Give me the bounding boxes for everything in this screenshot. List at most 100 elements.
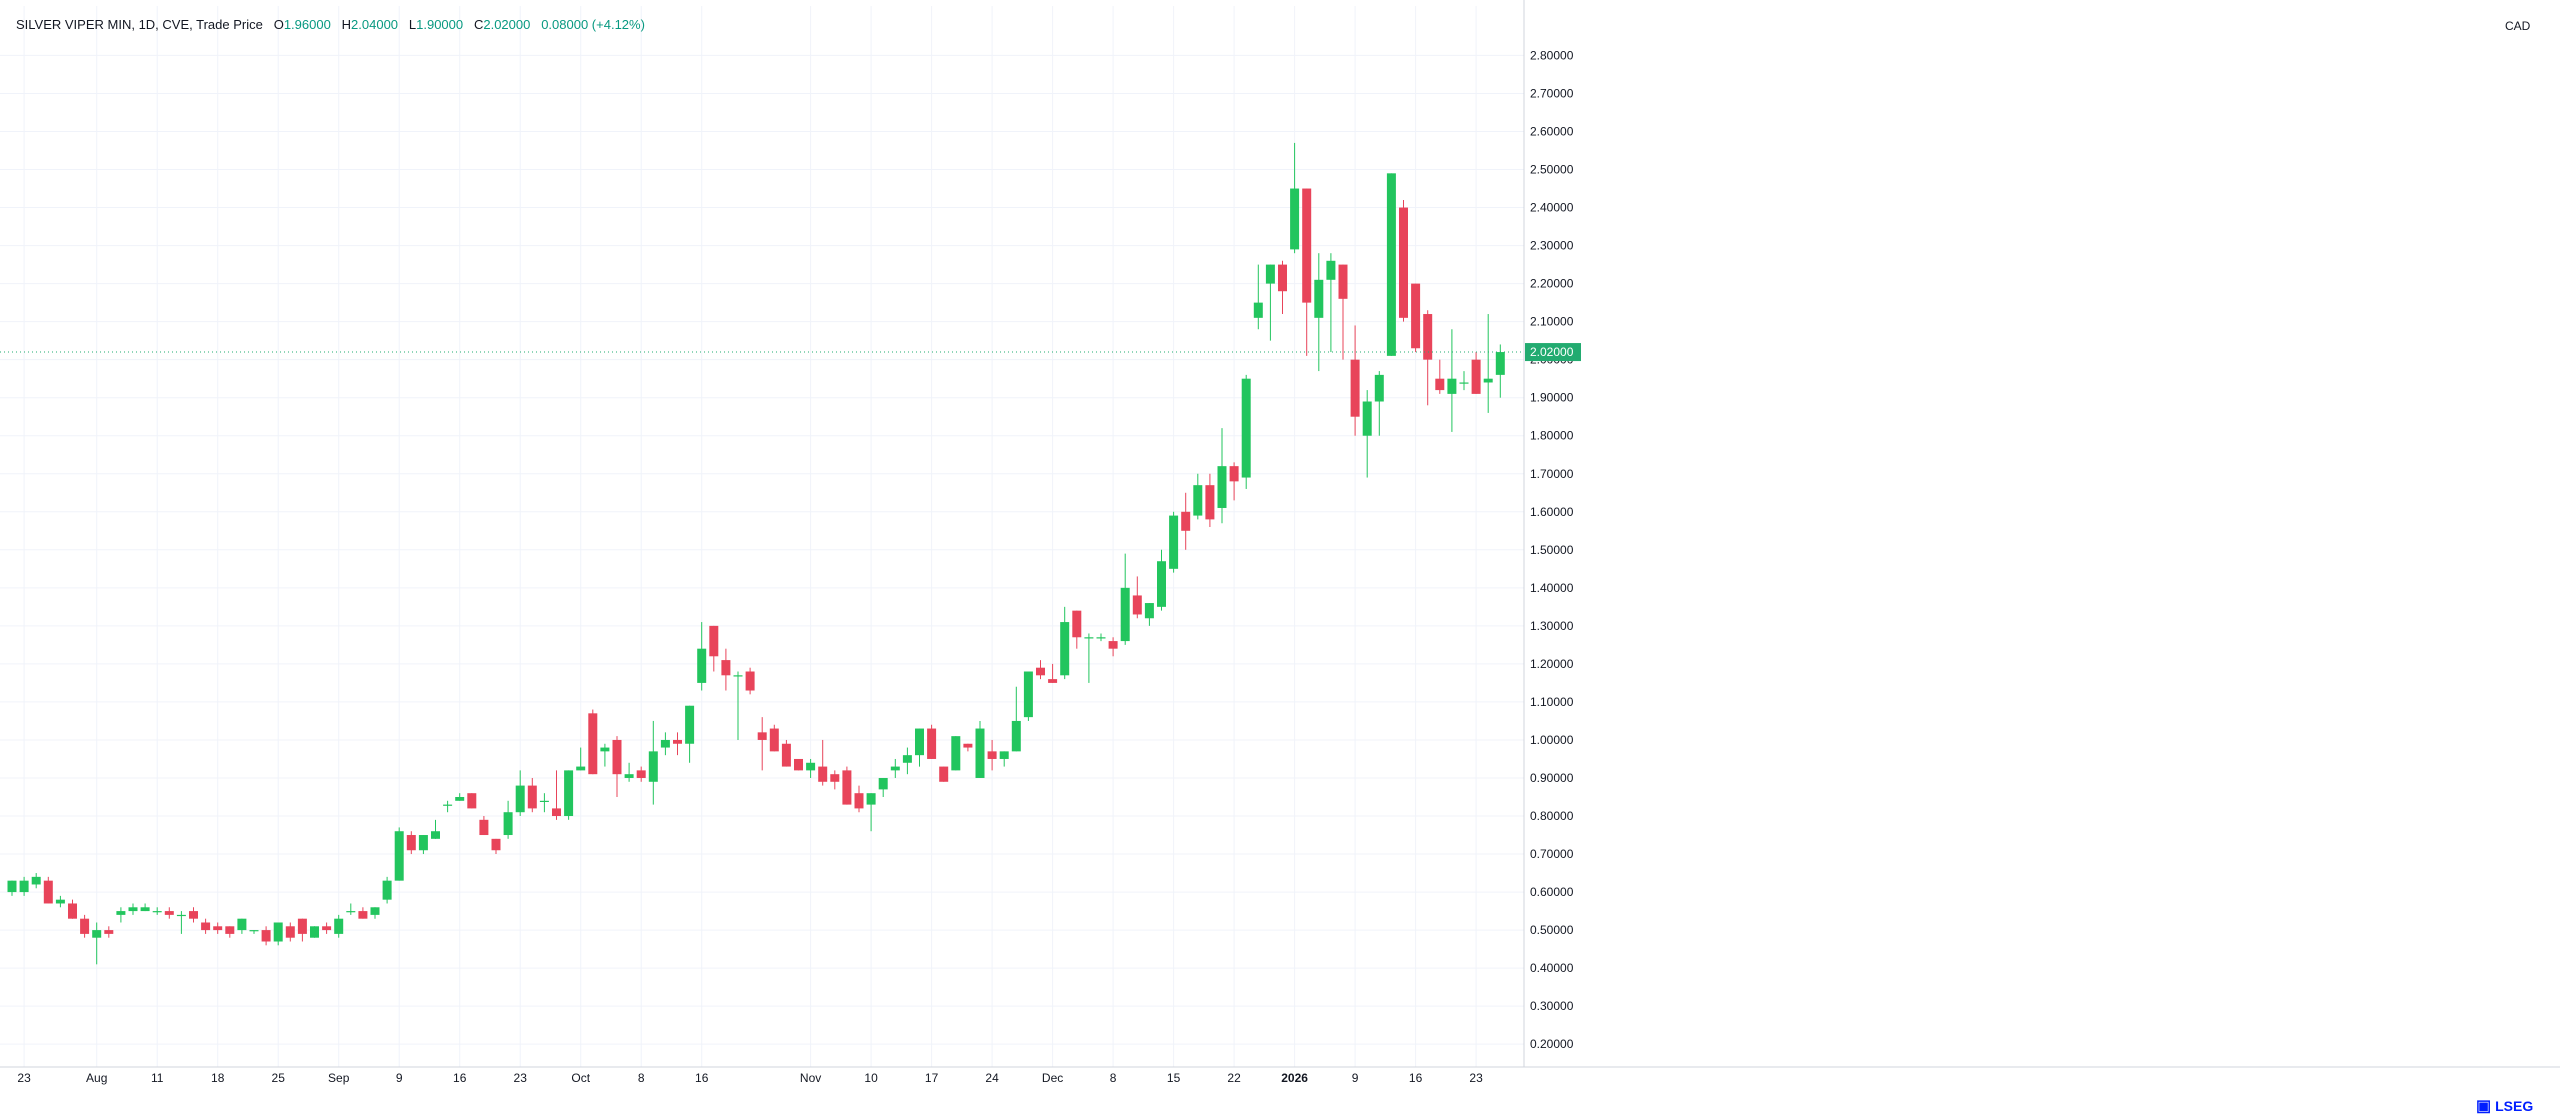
candle[interactable] bbox=[576, 747, 586, 771]
candle[interactable] bbox=[890, 758, 900, 778]
candle[interactable] bbox=[612, 736, 622, 797]
candle[interactable] bbox=[1120, 553, 1130, 645]
candle[interactable] bbox=[176, 911, 186, 934]
candle[interactable] bbox=[55, 895, 65, 908]
candle[interactable] bbox=[285, 922, 295, 942]
candle[interactable] bbox=[503, 800, 513, 839]
candle[interactable] bbox=[685, 705, 695, 763]
candle[interactable] bbox=[987, 739, 997, 771]
candle[interactable] bbox=[1217, 428, 1227, 524]
candle[interactable] bbox=[1399, 199, 1408, 322]
candle[interactable] bbox=[1169, 511, 1179, 573]
candle[interactable] bbox=[322, 922, 332, 934]
candle[interactable] bbox=[358, 907, 368, 919]
candle[interactable] bbox=[1350, 325, 1360, 436]
candle[interactable] bbox=[418, 835, 428, 855]
candle[interactable] bbox=[624, 762, 634, 782]
candle[interactable] bbox=[164, 907, 174, 919]
candle[interactable] bbox=[806, 758, 816, 778]
candle[interactable] bbox=[1326, 253, 1336, 353]
candle[interactable] bbox=[1483, 314, 1493, 413]
candle[interactable] bbox=[104, 926, 114, 938]
candle[interactable] bbox=[431, 819, 440, 839]
candle[interactable] bbox=[1423, 310, 1433, 406]
candle[interactable] bbox=[19, 876, 29, 896]
candle[interactable] bbox=[225, 926, 235, 938]
candle[interactable] bbox=[1290, 142, 1300, 254]
candle[interactable] bbox=[1144, 603, 1154, 626]
candle[interactable] bbox=[1386, 173, 1396, 356]
candle[interactable] bbox=[1278, 260, 1287, 315]
candle[interactable] bbox=[1181, 492, 1191, 550]
candle[interactable] bbox=[346, 903, 356, 915]
candle[interactable] bbox=[382, 876, 392, 904]
candle[interactable] bbox=[660, 732, 670, 756]
candle[interactable] bbox=[455, 793, 465, 801]
candle[interactable] bbox=[1362, 390, 1372, 478]
candle[interactable] bbox=[673, 732, 682, 756]
candle[interactable] bbox=[201, 918, 211, 934]
candle[interactable] bbox=[140, 903, 150, 912]
candle[interactable] bbox=[443, 800, 453, 813]
candle[interactable] bbox=[733, 671, 743, 740]
candle[interactable] bbox=[769, 724, 779, 752]
candle[interactable] bbox=[1411, 283, 1421, 353]
candle[interactable] bbox=[370, 907, 380, 919]
candle[interactable] bbox=[515, 770, 525, 817]
candle[interactable] bbox=[249, 930, 259, 934]
candle[interactable] bbox=[1023, 671, 1033, 721]
candle[interactable] bbox=[237, 918, 247, 934]
candle[interactable] bbox=[588, 709, 598, 775]
candle[interactable] bbox=[564, 770, 574, 820]
candle[interactable] bbox=[213, 922, 223, 934]
candle[interactable] bbox=[310, 926, 319, 938]
candle[interactable] bbox=[757, 717, 767, 771]
candle[interactable] bbox=[878, 777, 888, 797]
candle[interactable] bbox=[1495, 344, 1505, 398]
candle[interactable] bbox=[794, 758, 803, 771]
candle[interactable] bbox=[92, 922, 102, 965]
candle[interactable] bbox=[721, 648, 731, 691]
candle[interactable] bbox=[963, 743, 973, 752]
candle[interactable] bbox=[781, 739, 791, 767]
candle[interactable] bbox=[600, 743, 610, 767]
candle[interactable] bbox=[527, 777, 537, 813]
candle[interactable] bbox=[939, 766, 949, 782]
currency-label[interactable]: CAD bbox=[2505, 19, 2531, 33]
candle[interactable] bbox=[866, 793, 876, 832]
candle[interactable] bbox=[1302, 188, 1312, 356]
candle[interactable] bbox=[1447, 329, 1457, 432]
candle[interactable] bbox=[830, 770, 840, 790]
candle[interactable] bbox=[128, 903, 138, 915]
candle[interactable] bbox=[697, 622, 707, 691]
candle[interactable] bbox=[1205, 473, 1215, 527]
candle[interactable] bbox=[842, 766, 852, 805]
candle[interactable] bbox=[479, 816, 489, 836]
candle[interactable] bbox=[1459, 371, 1469, 391]
candle[interactable] bbox=[491, 838, 501, 855]
candle[interactable] bbox=[1374, 371, 1384, 436]
candle[interactable] bbox=[1072, 610, 1082, 649]
candle[interactable] bbox=[1096, 633, 1106, 642]
candle[interactable] bbox=[1338, 264, 1348, 360]
candle[interactable] bbox=[80, 914, 90, 938]
candle[interactable] bbox=[31, 873, 41, 889]
candle[interactable] bbox=[902, 747, 912, 775]
candle[interactable] bbox=[1157, 549, 1166, 611]
candle[interactable] bbox=[1471, 352, 1481, 394]
candle[interactable] bbox=[927, 724, 937, 759]
candle[interactable] bbox=[43, 876, 53, 904]
candle[interactable] bbox=[999, 751, 1009, 767]
candle[interactable] bbox=[539, 793, 549, 813]
candle[interactable] bbox=[552, 770, 561, 820]
candles[interactable] bbox=[7, 142, 1505, 965]
candle[interactable] bbox=[1132, 576, 1142, 619]
candle[interactable] bbox=[297, 918, 307, 942]
candle[interactable] bbox=[334, 914, 344, 938]
candle[interactable] bbox=[261, 926, 271, 946]
candle[interactable] bbox=[1108, 637, 1118, 657]
candle[interactable] bbox=[1060, 606, 1070, 680]
candle[interactable] bbox=[1011, 686, 1021, 752]
candle[interactable] bbox=[745, 667, 755, 695]
candle[interactable] bbox=[68, 899, 77, 919]
